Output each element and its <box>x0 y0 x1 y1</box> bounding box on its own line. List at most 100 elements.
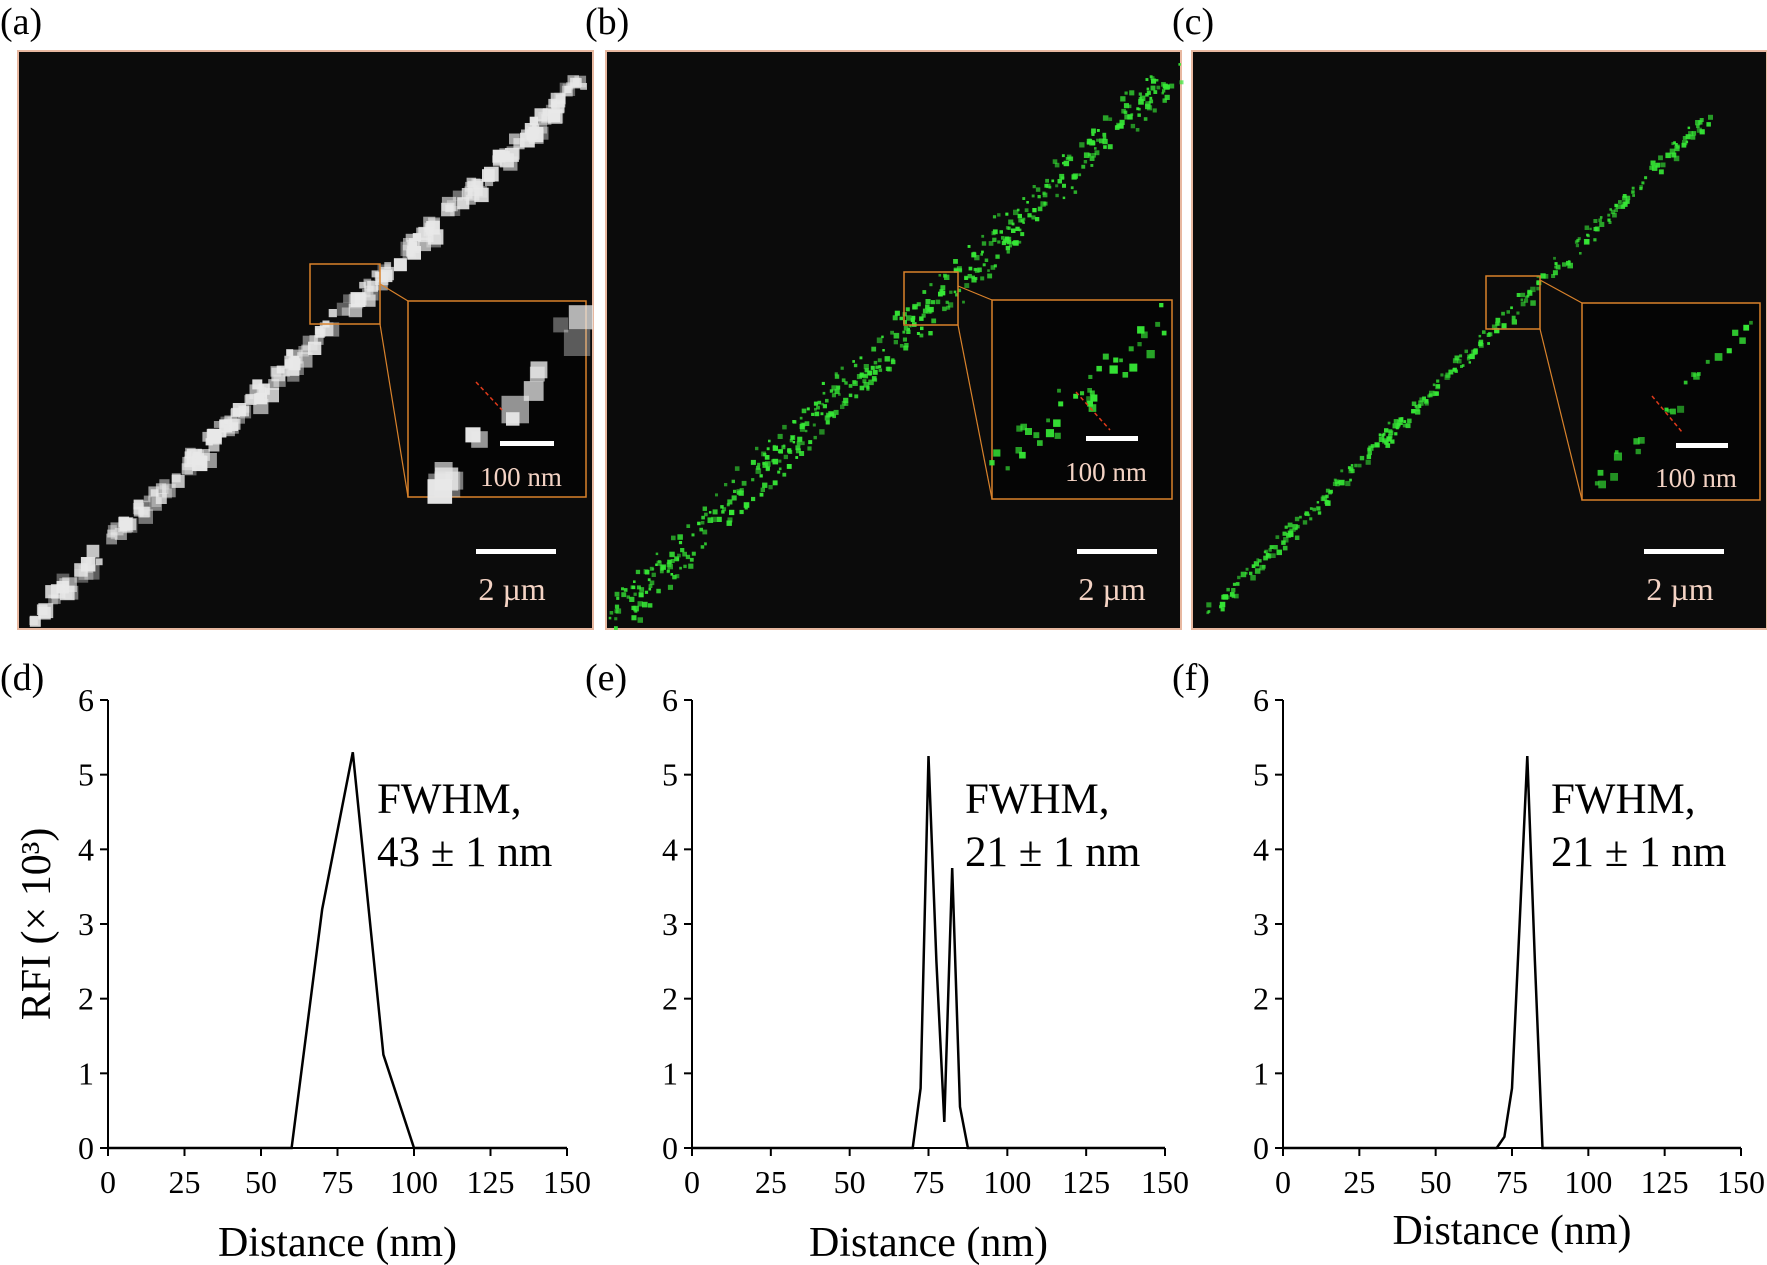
signal-dot <box>1124 91 1128 95</box>
signal-dot <box>988 241 994 246</box>
signal-dot <box>633 605 639 612</box>
signal-dot <box>148 497 162 511</box>
y-tick-label: 2 <box>78 981 94 1017</box>
signal-dot <box>227 416 238 427</box>
signal-dot <box>1231 588 1236 593</box>
signal-dot <box>1024 208 1029 213</box>
signal-dot <box>716 516 722 522</box>
signal-dot <box>739 509 744 515</box>
signal-dot <box>1107 144 1113 150</box>
signal-dot <box>1434 391 1439 396</box>
signal-dot <box>1632 194 1635 197</box>
signal-dot <box>1614 203 1618 208</box>
signal-dot <box>1510 306 1513 310</box>
signal-dot <box>834 374 840 379</box>
signal-dot <box>452 190 463 201</box>
signal-dot <box>1390 439 1395 444</box>
signal-dot <box>621 587 624 591</box>
signal-dot <box>1123 103 1129 109</box>
signal-dot <box>659 564 665 570</box>
signal-dot <box>715 493 718 497</box>
signal-dot <box>1222 594 1229 600</box>
signal-dot <box>328 309 337 318</box>
signal-dot <box>1073 393 1079 399</box>
signal-dot <box>964 275 969 280</box>
signal-dot <box>1666 409 1671 413</box>
signal-dot <box>84 564 100 580</box>
signal-dot <box>1091 128 1096 134</box>
signal-dot <box>270 366 282 377</box>
signal-dot <box>1149 75 1153 79</box>
signal-dot <box>1555 264 1561 270</box>
signal-dot <box>1551 274 1556 278</box>
signal-dot <box>1378 433 1382 437</box>
signal-dot <box>991 231 996 236</box>
signal-dot <box>892 315 898 321</box>
signal-dot <box>636 585 641 590</box>
signal-dot <box>1057 388 1061 393</box>
signal-dot <box>1435 384 1441 390</box>
signal-dot <box>642 601 648 608</box>
signal-dot <box>778 467 782 471</box>
signal-dot <box>1013 209 1019 216</box>
signal-dot <box>264 388 279 403</box>
annotation-d-line2: 43 ± 1 nm <box>377 829 552 876</box>
signal-dot <box>1394 432 1398 436</box>
signal-dot <box>1145 78 1149 81</box>
signal-dot <box>688 563 694 569</box>
signal-dot <box>980 276 985 281</box>
signal-dot <box>1658 155 1663 161</box>
signal-dot <box>1146 350 1155 359</box>
x-tick-label: 100 <box>1564 1164 1612 1200</box>
signal-dot <box>1696 372 1701 376</box>
signal-dot <box>1068 156 1074 162</box>
signal-dot <box>953 267 959 272</box>
signal-dot <box>1674 146 1680 152</box>
x-axis-label: Distance (nm) <box>809 1220 1048 1265</box>
micrograph-b: 100 nm 2 µm <box>605 50 1184 630</box>
signal-dot <box>644 590 649 594</box>
signal-dot <box>1610 209 1616 215</box>
signal-dot <box>1129 363 1138 372</box>
signal-dot <box>213 421 221 428</box>
signal-dot <box>336 302 350 316</box>
signal-dot <box>1207 610 1211 613</box>
signal-dot <box>1562 262 1567 267</box>
signal-dot <box>1282 545 1288 551</box>
signal-dot <box>801 408 807 414</box>
signal-dot <box>1138 92 1142 96</box>
signal-dot <box>1237 575 1241 580</box>
signal-dot <box>1693 373 1700 380</box>
signal-dot <box>1162 98 1167 103</box>
signal-dot <box>712 509 718 515</box>
signal-dot <box>1020 219 1024 223</box>
signal-dot <box>1461 364 1465 367</box>
signal-dot <box>1042 192 1048 198</box>
x-tick-label: 100 <box>390 1164 438 1200</box>
signal-dot <box>856 374 862 380</box>
y-tick-label: 3 <box>662 906 678 942</box>
signal-dot <box>297 352 313 368</box>
signal-dot <box>840 404 845 409</box>
signal-dot <box>1695 120 1701 126</box>
signal-dot <box>974 268 980 273</box>
signal-dot <box>1253 561 1259 567</box>
signal-dot <box>974 255 980 261</box>
signal-dot <box>882 349 885 352</box>
signal-dot <box>789 438 794 443</box>
signal-dot <box>1054 432 1061 439</box>
signal-dot <box>1127 114 1133 120</box>
signal-dot <box>1614 208 1618 212</box>
signal-dot <box>1088 153 1092 157</box>
signal-dot <box>1061 154 1065 158</box>
signal-dot <box>772 480 778 486</box>
signal-dot <box>699 527 703 532</box>
signal-dot <box>110 532 118 540</box>
signal-dot <box>1008 219 1014 225</box>
x-tick-label: 75 <box>1496 1164 1528 1200</box>
signal-dot <box>506 412 520 426</box>
signal-dot <box>649 566 654 571</box>
signal-dot <box>1032 208 1037 213</box>
signal-dot <box>820 412 824 416</box>
signal-dot <box>1651 165 1658 171</box>
